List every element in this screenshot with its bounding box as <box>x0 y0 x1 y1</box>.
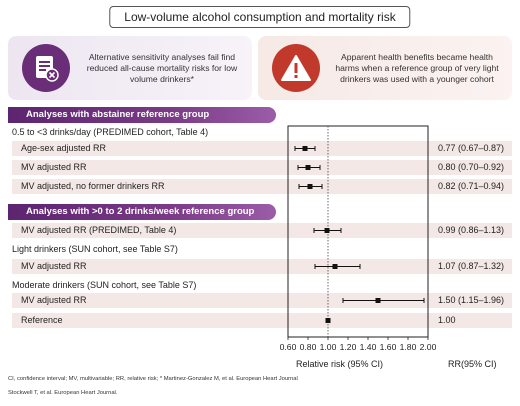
row-label: MV adjusted RR (PREDIMED, Table 4) <box>21 225 177 235</box>
rr-value: 0.99 (0.86–1.13) <box>438 225 505 235</box>
row-label: MV adjusted RR <box>21 261 87 271</box>
callout-right-text: Apparent health benefits became health h… <box>335 51 499 84</box>
row-background <box>12 313 512 328</box>
rr-value: 0.77 (0.67–0.87) <box>438 143 505 153</box>
x-axis-title: Relative risk (95% CI) <box>296 359 384 369</box>
document-x-icon <box>22 44 70 92</box>
row-label: MV adjusted, no former drinkers RR <box>21 181 165 191</box>
point-estimate <box>307 184 313 189</box>
row-label: Age-sex adjusted RR <box>21 143 107 153</box>
x-tick-label: 2.00 <box>420 342 437 352</box>
row-background <box>12 160 512 175</box>
point-estimate <box>302 146 308 151</box>
group-label-predimed: 0.5 to <3 drinks/day (PREDIMED cohort, T… <box>12 127 209 137</box>
point-estimate <box>332 264 338 269</box>
section-light-drinker-reference: Analyses with >0 to 2 drinks/week refere… <box>8 204 276 220</box>
row-background <box>12 293 512 308</box>
point-estimate <box>305 165 311 170</box>
row-background <box>12 259 512 274</box>
x-tick-label: 1.80 <box>400 342 417 352</box>
x-tick-label: 1.00 <box>320 342 337 352</box>
group-label-moderate: Moderate drinkers (SUN cohort, see Table… <box>12 280 197 290</box>
section-abstainer-reference: Analyses with abstainer reference group <box>8 107 276 123</box>
callout-health-harms: Apparent health benefits became health h… <box>258 36 512 100</box>
row-background <box>12 179 512 194</box>
x-tick-label: 1.40 <box>360 342 377 352</box>
point-estimate <box>375 298 381 303</box>
rr-column-header: RR(95% CI) <box>448 359 497 369</box>
footnote-citation: Stockwell T, et al. European Heart Journ… <box>8 390 118 396</box>
warning-icon <box>272 44 320 92</box>
row-label: MV adjusted RR <box>21 162 87 172</box>
callout-sensitivity: Alternative sensitivity analyses fail fi… <box>8 36 252 100</box>
rr-value: 0.80 (0.70–0.92) <box>438 162 505 172</box>
group-label-light: Light drinkers (SUN cohort, see Table S7… <box>12 244 178 254</box>
x-tick-label: 0.60 <box>280 342 297 352</box>
rr-value: 1.07 (0.87–1.32) <box>438 261 505 271</box>
page-title: Low-volume alcohol consumption and morta… <box>109 6 411 28</box>
row-label: MV adjusted RR <box>21 295 87 305</box>
x-tick-label: 0.80 <box>300 342 317 352</box>
x-tick-label: 1.20 <box>340 342 357 352</box>
x-tick-label: 1.60 <box>380 342 397 352</box>
point-estimate <box>324 228 330 233</box>
row-background <box>12 223 512 238</box>
row-background <box>12 141 512 156</box>
rr-value: 1.00 <box>438 315 456 325</box>
plot-frame <box>287 125 429 338</box>
rr-value: 1.50 (1.15–1.96) <box>438 295 505 305</box>
row-label: Reference <box>21 315 63 325</box>
footnote-abbreviations: CI, confidence interval; MV, multivariab… <box>8 376 298 382</box>
rr-value: 0.82 (0.71–0.94) <box>438 181 505 191</box>
callout-left-text: Alternative sensitivity analyses fail fi… <box>86 51 238 84</box>
point-estimate <box>325 318 331 323</box>
